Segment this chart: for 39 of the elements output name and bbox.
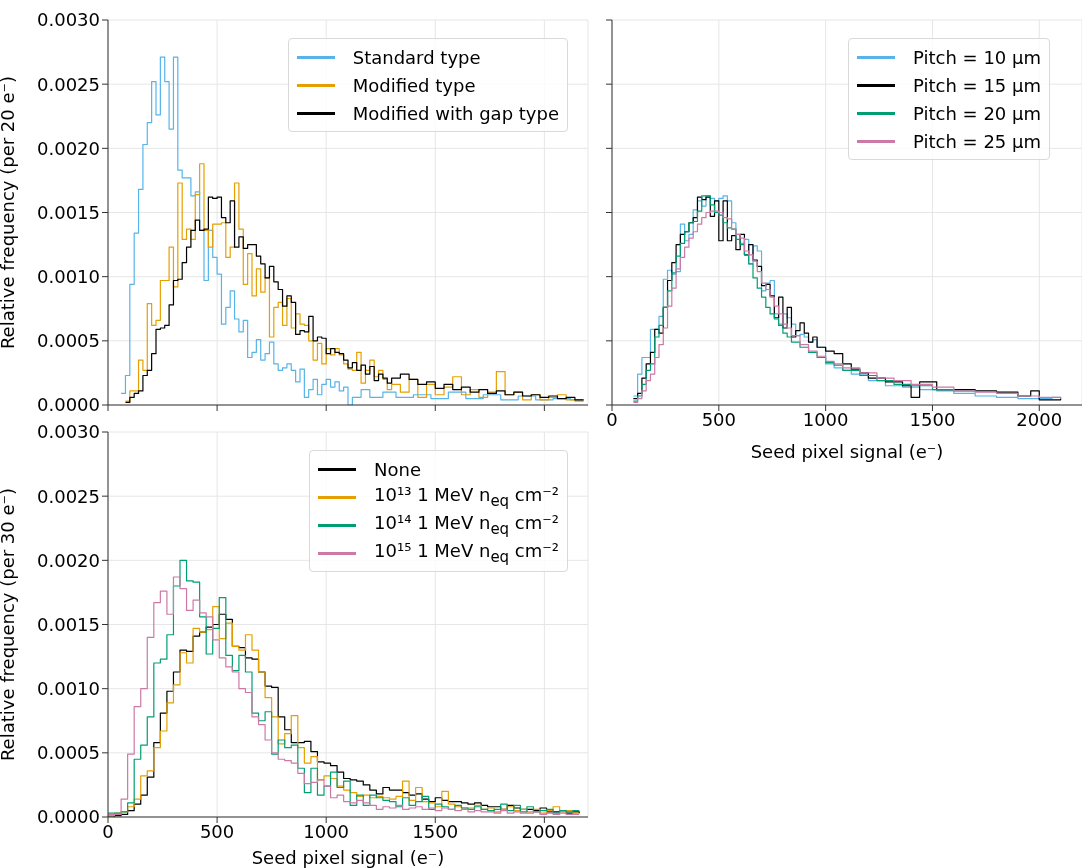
- legend-label: Modified with gap type: [352, 102, 559, 124]
- legend-label: Standard type: [352, 46, 481, 68]
- x-tick-label: 500: [199, 820, 235, 842]
- x-axis-title: Seed pixel signal (e⁻): [251, 847, 445, 868]
- legend-label: Pitch = 20 µm: [913, 102, 1041, 124]
- x-tick-label: 1500: [412, 820, 459, 842]
- y-tick-label: 0.0025: [37, 73, 100, 95]
- y-tick-label: 0.0015: [37, 613, 100, 635]
- y-tick-label: 0.0000: [37, 394, 100, 416]
- y-tick-label: 0.0030: [37, 9, 100, 31]
- legend-label: 10¹⁴ 1 MeV n$_{eq}$ cm⁻²: [374, 512, 559, 538]
- legend-label: Pitch = 10 µm: [913, 46, 1041, 68]
- x-tick-label: 500: [701, 408, 736, 430]
- y-axis-title: Relative frequency (per 20 e⁻): [0, 75, 19, 350]
- legend-label: 10¹³ 1 MeV n$_{eq}$ cm⁻²: [374, 484, 559, 510]
- y-tick-label: 0.0015: [37, 201, 100, 223]
- legend-label: 10¹⁵ 1 MeV n$_{eq}$ cm⁻²: [374, 540, 559, 566]
- x-tick-label: 1000: [303, 820, 350, 842]
- legend-label: Pitch = 25 µm: [913, 130, 1041, 152]
- y-tick-label: 0.0020: [37, 549, 100, 571]
- x-tick-label: 1000: [802, 408, 849, 430]
- x-tick-label: 0: [606, 408, 618, 430]
- y-tick-label: 0.0025: [37, 485, 100, 507]
- y-tick-label: 0.0000: [37, 806, 100, 828]
- x-axis-title: Seed pixel signal (e⁻): [750, 441, 944, 462]
- y-tick-label: 0.0010: [37, 678, 100, 700]
- x-tick-label: 1500: [909, 408, 956, 430]
- x-tick-label: 2000: [1016, 408, 1063, 430]
- y-tick-label: 0.0005: [37, 742, 100, 764]
- y-tick-label: 0.0020: [37, 137, 100, 159]
- y-tick-label: 0.0005: [37, 330, 100, 352]
- y-axis-title: Relative frequency (per 30 e⁻): [0, 487, 19, 762]
- y-tick-label: 0.0010: [37, 266, 100, 288]
- x-tick-label: 2000: [521, 820, 568, 842]
- y-tick-label: 0.0030: [37, 421, 100, 443]
- legend-label: None: [374, 458, 422, 480]
- legend-label: Modified type: [352, 74, 476, 96]
- x-tick-label: 0: [102, 820, 114, 842]
- legend-label: Pitch = 15 µm: [913, 74, 1041, 96]
